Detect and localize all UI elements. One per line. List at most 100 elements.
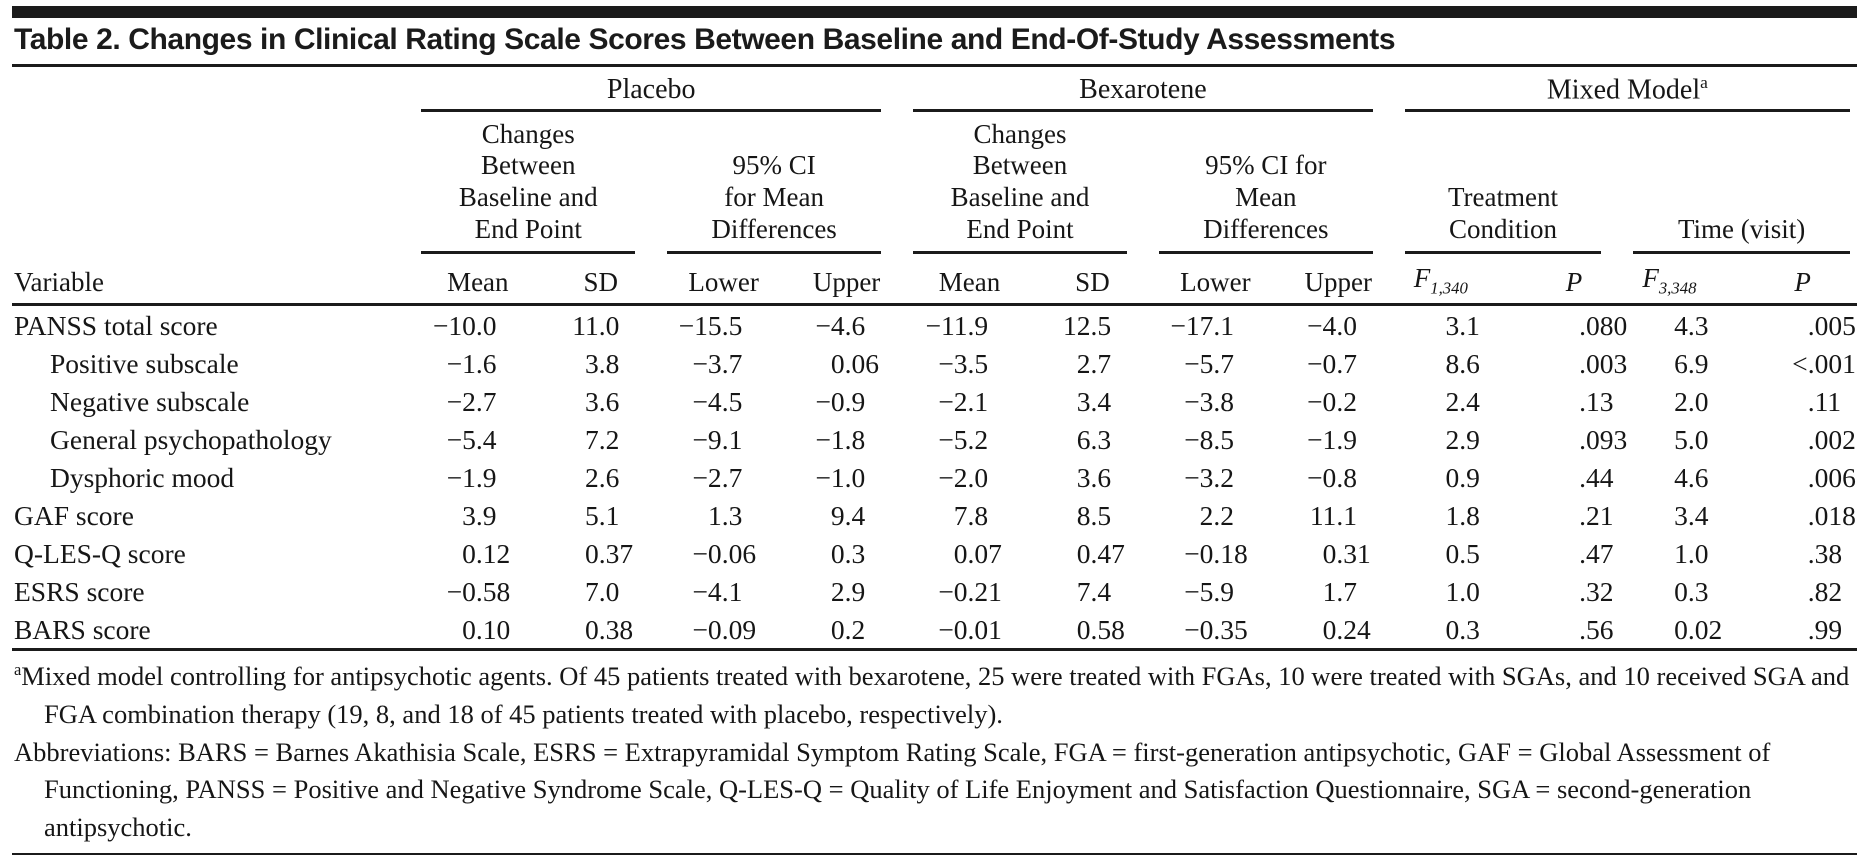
row-label: General psychopathology <box>50 424 332 456</box>
value-cell: 0.47 <box>1076 538 1125 570</box>
value-cell: −2.0 <box>938 462 989 494</box>
column-header-f-treatment: F1,340 <box>1399 254 1520 307</box>
group-header-mixed-model: Mixed Modela <box>1400 67 1857 113</box>
value-cell: −0.7 <box>1307 348 1357 380</box>
column-header-lower: Lower <box>1153 254 1277 307</box>
subheader-treatment-condition: Treatment Condition <box>1400 113 1629 255</box>
value-cell: 0.06 <box>830 348 879 380</box>
value-cell: 8.6 <box>1445 348 1480 380</box>
value-cell: 2.9 <box>1445 424 1480 456</box>
value-cell: .44 <box>1579 462 1614 494</box>
column-header-p-treatment: P <box>1519 254 1629 307</box>
table-row: BARS score 0.10 0.38 −0.09 0.2 −0.01 0.58 −0.35… <box>12 610 1857 652</box>
row-label: Q-LES-Q score <box>14 538 186 570</box>
value-cell: 0.2 <box>785 610 909 652</box>
row-label: Negative subscale <box>50 386 250 418</box>
row-label: Positive subscale <box>50 348 239 380</box>
value-cell: .13 <box>1579 386 1614 418</box>
column-header-upper: Upper <box>785 254 909 307</box>
value-cell: 7.2 <box>585 424 620 456</box>
value-cell: −5.2 <box>938 424 989 456</box>
value-cell: 0.38 <box>539 610 663 652</box>
value-cell: 0.3 <box>1674 576 1709 608</box>
value-cell: 0.10 <box>416 610 540 652</box>
footnote-marker: a <box>1700 73 1708 92</box>
value-cell: 7.0 <box>585 576 620 608</box>
value-cell: 1.7 <box>1322 576 1357 608</box>
value-cell: 9.4 <box>830 500 866 532</box>
value-cell: 6.3 <box>1076 424 1112 456</box>
value-cell: 7.4 <box>1076 576 1112 608</box>
value-cell: 0.37 <box>585 538 634 570</box>
column-header-p-time: P <box>1748 254 1857 307</box>
top-rule <box>12 6 1857 18</box>
value-cell: 2.6 <box>585 462 620 494</box>
column-header-row: Variable Mean SD Lower Upper Mean SD Low… <box>12 254 1857 307</box>
footnote-abbreviations: Abbreviations: BARS = Barnes Akathisia S… <box>14 736 1771 842</box>
subheader-placebo-changes: Changes Between Baseline and End Point <box>416 113 662 255</box>
column-header-sd: SD <box>1030 254 1154 307</box>
value-cell: 3.8 <box>585 348 620 380</box>
value-cell: −1.9 <box>446 462 497 494</box>
table-title: Table 2. Changes in Clinical Rating Scal… <box>14 23 1396 56</box>
value-cell: 2.7 <box>1076 348 1112 380</box>
value-cell: −9.1 <box>692 424 743 456</box>
footnote-marker: a <box>14 660 22 680</box>
title-rule <box>12 64 1857 67</box>
column-header-mean: Mean <box>416 254 540 307</box>
value-cell: 7.8 <box>953 500 989 532</box>
value-cell: −3.8 <box>1184 386 1235 418</box>
value-cell: −0.06 <box>692 538 757 570</box>
column-header-sd: SD <box>539 254 663 307</box>
value-cell: −1.0 <box>815 462 866 494</box>
value-cell: .005 <box>1807 310 1856 342</box>
group-header-bexarotene: Bexarotene <box>908 67 1400 113</box>
subheader-bexarotene-ci: 95% CI for Mean Differences <box>1154 113 1400 255</box>
value-cell: −1.9 <box>1307 424 1357 456</box>
column-header-mean: Mean <box>908 254 1031 307</box>
value-cell: 3.4 <box>1076 386 1112 418</box>
value-cell: 3.1 <box>1445 310 1480 342</box>
value-cell: −3.7 <box>692 348 743 380</box>
value-cell: −0.58 <box>446 576 511 608</box>
table-row: Negative subscale −2.7 3.6 −4.5 −0.9 −2.1 3.4 −… <box>12 382 1857 420</box>
column-header-variable: Variable <box>12 254 417 307</box>
value-cell: 1.0 <box>1445 576 1480 608</box>
value-cell: .093 <box>1579 424 1628 456</box>
value-cell: .32 <box>1579 576 1614 608</box>
value-cell: .99 <box>1748 610 1857 652</box>
value-cell: .38 <box>1807 538 1843 570</box>
value-cell: −0.8 <box>1307 462 1357 494</box>
value-cell: −1.6 <box>446 348 497 380</box>
value-cell: 12.5 <box>1062 310 1112 342</box>
row-label: Dysphoric mood <box>50 462 235 494</box>
column-header-f-time: F3,348 <box>1628 254 1749 307</box>
value-cell: 5.1 <box>585 500 620 532</box>
value-cell: −4.1 <box>692 576 743 608</box>
value-cell: 1.8 <box>1445 500 1480 532</box>
value-cell: −0.01 <box>908 610 1031 652</box>
value-cell: 8.5 <box>1076 500 1112 532</box>
value-cell: 1.0 <box>1674 538 1709 570</box>
value-cell: 4.6 <box>1674 462 1709 494</box>
value-cell: .080 <box>1579 310 1628 342</box>
value-cell: .11 <box>1807 386 1842 418</box>
subheader-placebo-ci: 95% CI for Mean Differences <box>662 113 908 255</box>
value-cell: −0.35 <box>1153 610 1277 652</box>
value-cell: 2.2 <box>1199 500 1235 532</box>
value-cell: .82 <box>1807 576 1843 608</box>
group-header-placebo: Placebo <box>416 67 908 113</box>
value-cell: −10.0 <box>432 310 497 342</box>
value-cell: 2.0 <box>1674 386 1709 418</box>
group-header-row: Placebo Bexarotene Mixed Modela <box>12 67 1857 113</box>
row-label: GAF score <box>14 500 134 532</box>
row-label: BARS score <box>12 610 417 652</box>
value-cell: 0.12 <box>462 538 511 570</box>
value-cell: −0.09 <box>662 610 786 652</box>
header-spacer <box>12 113 416 255</box>
value-cell: −5.7 <box>1184 348 1235 380</box>
value-cell: 3.9 <box>462 500 497 532</box>
value-cell: 0.31 <box>1322 538 1371 570</box>
value-cell: 6.9 <box>1674 348 1709 380</box>
